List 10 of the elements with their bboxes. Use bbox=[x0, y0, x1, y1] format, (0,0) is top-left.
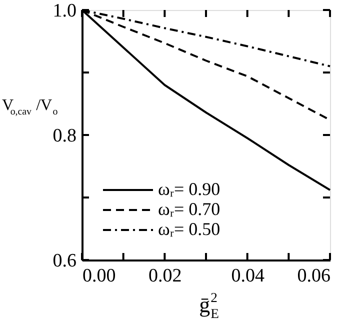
x-tick-label: 0.06 bbox=[297, 266, 330, 286]
legend-label: ωᵣ= 0.90 bbox=[158, 179, 220, 199]
legend-label: ωᵣ= 0.50 bbox=[158, 219, 220, 239]
x-tick-label: 0.02 bbox=[148, 266, 182, 286]
y-tick-label: 1.0 bbox=[52, 0, 76, 22]
x-tick-label: 0.00 bbox=[82, 266, 116, 286]
y-tick-label: 0.6 bbox=[52, 250, 76, 272]
y-tick-label: 0.8 bbox=[52, 126, 76, 146]
x-tick-label: 0.04 bbox=[231, 266, 265, 286]
legend-label: ωᵣ= 0.70 bbox=[158, 199, 220, 219]
